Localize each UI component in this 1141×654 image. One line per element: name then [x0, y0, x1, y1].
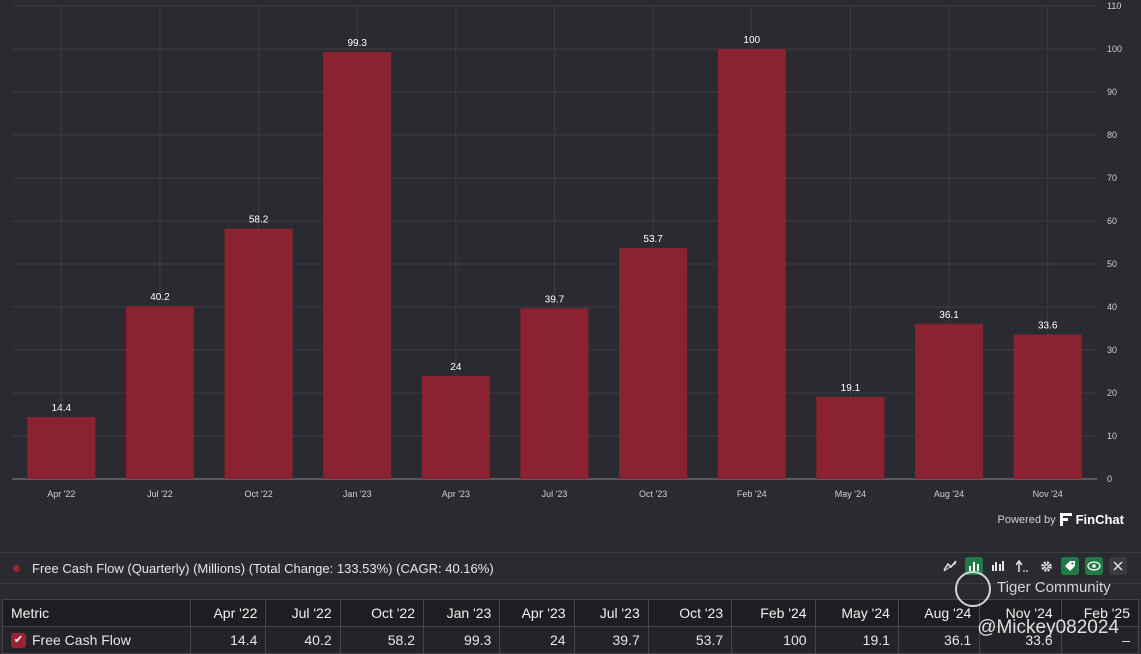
- bar-value-label: 39.7: [545, 294, 565, 305]
- x-tick-label: Apr '23: [442, 489, 470, 499]
- eye-icon[interactable]: [1085, 557, 1103, 575]
- series-legend-text: Free Cash Flow (Quarterly) (Millions) (T…: [32, 560, 494, 576]
- gear-icon[interactable]: [1037, 557, 1055, 575]
- bar-value-label: 19.1: [841, 383, 861, 394]
- y-tick-label: 0: [1107, 474, 1112, 484]
- line-chart-icon[interactable]: [941, 557, 959, 575]
- y-tick-label: 30: [1107, 345, 1117, 355]
- close-icon[interactable]: [1109, 557, 1127, 575]
- metric-name: Free Cash Flow: [32, 631, 131, 648]
- bar-chart: 0 10 20 30 40 50 60 70 80 90 100 110 14.4 Apr '22 40.2…: [12, 1, 1122, 499]
- x-tick-label: Oct '23: [639, 489, 667, 499]
- period-column-header[interactable]: Jul '22: [265, 599, 341, 627]
- period-column-header[interactable]: Nov '24: [979, 599, 1062, 627]
- value-cell: 19.1: [814, 626, 899, 654]
- value-cell: 100: [731, 626, 816, 654]
- value-cell: 14.4: [190, 626, 267, 654]
- tag-icon[interactable]: [1061, 557, 1079, 575]
- bar-value-label: 58.2: [249, 215, 269, 226]
- bar: [323, 52, 392, 479]
- bar-value-label: 36.1: [939, 310, 959, 321]
- bar: [816, 396, 885, 479]
- bar: [125, 306, 194, 479]
- bar: [421, 375, 490, 479]
- sort-icon[interactable]: [1013, 557, 1031, 575]
- x-tick-label: Nov '24: [1033, 489, 1063, 499]
- x-tick-label: Oct '22: [244, 489, 272, 499]
- bar-value-label: 53.7: [643, 234, 663, 245]
- metric-name-cell[interactable]: ✔ Free Cash Flow: [1, 626, 192, 654]
- metric-table: Metric Apr '22 Jul '22 Oct '22 Jan '23 Apr '…: [1, 599, 1140, 654]
- period-column-header[interactable]: Feb '24: [731, 599, 816, 627]
- period-column-header[interactable]: Oct '22: [339, 599, 425, 627]
- value-cell: 24: [499, 626, 575, 654]
- bar: [224, 228, 293, 479]
- value-cell: 39.7: [573, 626, 649, 654]
- series-color-dot: [13, 564, 20, 572]
- bar: [520, 308, 589, 479]
- legend-bar: Free Cash Flow (Quarterly) (Millions) (T…: [0, 552, 1141, 584]
- table-row: ✔ Free Cash Flow 14.4 40.2 58.2 99.3 24 39.7 53.…: [1, 626, 1140, 654]
- bar-value-label: 14.4: [52, 403, 72, 414]
- x-tick-label: Feb '24: [737, 489, 767, 499]
- bar-value-label: 24: [450, 362, 462, 373]
- y-tick-label: 10: [1107, 431, 1117, 441]
- value-cell: 99.3: [423, 626, 501, 654]
- x-tick-label: Aug '24: [934, 489, 964, 499]
- bar: [1013, 334, 1082, 479]
- x-tick-label: Apr '22: [47, 489, 75, 499]
- finchat-brand: FinChat: [1075, 512, 1124, 527]
- y-tick-label: 40: [1107, 302, 1117, 312]
- x-tick-label: Jul '23: [542, 489, 568, 499]
- y-tick-label: 80: [1107, 130, 1117, 140]
- period-column-header[interactable]: Jul '23: [573, 599, 649, 627]
- bar: [619, 248, 688, 479]
- powered-by-label: Powered by: [997, 513, 1056, 526]
- value-cell: –: [1060, 626, 1140, 654]
- x-tick-label: Jul '22: [147, 489, 173, 499]
- y-tick-label: 50: [1107, 259, 1117, 269]
- bar: [717, 49, 786, 479]
- bar-value-label: 33.6: [1038, 321, 1058, 332]
- y-tick-label: 60: [1107, 216, 1117, 226]
- period-column-header[interactable]: Apr '22: [190, 599, 267, 627]
- y-tick-label: 100: [1107, 44, 1122, 54]
- chart-toolbar: [941, 557, 1127, 575]
- period-column-header[interactable]: Jan '23: [423, 599, 501, 627]
- value-cell: 33.6: [979, 626, 1062, 654]
- bar-chart-icon[interactable]: [965, 557, 983, 575]
- value-cell: 36.1: [897, 626, 981, 654]
- y-tick-label: 20: [1107, 388, 1117, 398]
- period-column-header[interactable]: Aug '24: [897, 599, 981, 627]
- period-column-header[interactable]: Oct '23: [647, 599, 733, 627]
- bar-value-label: 99.3: [347, 38, 367, 49]
- period-column-header[interactable]: May '24: [814, 599, 899, 627]
- value-cell: 53.7: [647, 626, 733, 654]
- period-column-header[interactable]: Feb '25: [1060, 599, 1140, 627]
- grouped-bar-icon[interactable]: [989, 557, 1007, 575]
- checkbox-checked-icon[interactable]: ✔: [11, 633, 26, 649]
- value-cell: 40.2: [265, 626, 341, 654]
- bar: [27, 417, 96, 479]
- x-tick-label: May '24: [835, 489, 866, 499]
- period-column-header[interactable]: Apr '23: [499, 599, 575, 627]
- powered-by-badge[interactable]: Powered by FinChat: [998, 512, 1124, 527]
- y-tick-label: 110: [1107, 1, 1121, 11]
- y-tick-label: 90: [1107, 87, 1117, 97]
- finchat-logo-icon: [1059, 513, 1072, 526]
- x-tick-label: Jan '23: [343, 489, 372, 499]
- table-header-row: Metric Apr '22 Jul '22 Oct '22 Jan '23 Apr '…: [1, 599, 1140, 627]
- bar-value-label: 40.2: [150, 292, 170, 303]
- value-cell: 58.2: [339, 626, 425, 654]
- bar-value-label: 100: [743, 35, 760, 46]
- bar: [915, 323, 984, 479]
- metric-column-header[interactable]: Metric: [1, 599, 192, 627]
- y-tick-label: 70: [1107, 173, 1117, 183]
